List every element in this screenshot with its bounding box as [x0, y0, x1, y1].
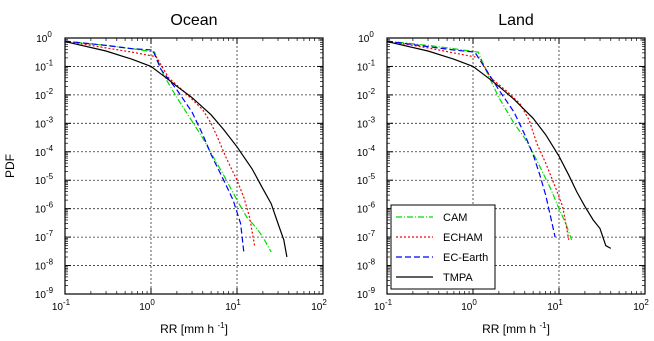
legend-label: TMPA [443, 272, 473, 284]
y-tick-label: 10-9 [357, 286, 376, 301]
series-line-cam [386, 40, 573, 241]
chart-panel-ocean: 10-1 100 101 102 10-9 10-8 10-7 10-6 10-5 10-4 10-… [3, 12, 327, 336]
y-tick-label: 10-1 [357, 58, 376, 73]
x-tick-label: 101 [547, 298, 563, 313]
y-tick-label: 10-6 [357, 201, 376, 216]
series-line-ec-earth [64, 40, 245, 253]
x-tick-label: 102 [311, 298, 327, 313]
y-tick-label: 10-1 [35, 58, 54, 73]
chart-title: Ocean [170, 12, 217, 29]
legend-label: CAM [443, 212, 467, 224]
series-line-cam [64, 40, 272, 253]
legend: CAM ECHAM EC-Earth TMPA [390, 204, 496, 290]
series-line-tmpa [386, 41, 612, 249]
y-tick-label: 10-8 [35, 258, 54, 273]
y-tick-label: 10-5 [357, 172, 376, 187]
y-tick-label: 10-4 [357, 144, 376, 159]
y-axis-label: PDF [3, 154, 17, 178]
x-tick-label: 102 [633, 298, 649, 313]
y-tick-label: 10-9 [35, 286, 54, 301]
series-line-tmpa [64, 41, 288, 258]
y-tick-label: 10-3 [357, 115, 376, 130]
y-tick-label: 10-3 [35, 115, 54, 130]
chart-panel-land: 10-1 100 101 102 10-9 10-8 10-7 10-6 10-5 10-4 10-… [357, 12, 649, 336]
x-axis-label: RR [mm h -1] [160, 321, 228, 336]
x-tick-label: 10-1 [52, 298, 71, 313]
legend-box [390, 204, 496, 290]
x-tick-label: 10-1 [374, 298, 393, 313]
series-line-ec-earth [386, 40, 556, 238]
legend-label: EC-Earth [443, 252, 488, 264]
x-axis-label: RR [mm h -1] [482, 321, 550, 336]
x-tick-label: 101 [225, 298, 241, 313]
chart-title: Land [498, 12, 534, 29]
y-tick-label: 10-7 [357, 229, 376, 244]
y-tick-label: 10-4 [35, 144, 54, 159]
y-tick-label: 10-6 [35, 201, 54, 216]
series-line-echam [386, 40, 570, 241]
legend-label: ECHAM [443, 232, 483, 244]
y-tick-label: 10-7 [35, 229, 54, 244]
x-tick-label: 100 [139, 298, 155, 313]
x-tick-label: 100 [461, 298, 477, 313]
y-tick-label: 10-2 [35, 87, 54, 102]
y-tick-label: 10-8 [357, 258, 376, 273]
series-line-echam [64, 40, 256, 246]
y-tick-label: 10-2 [357, 87, 376, 102]
y-tick-label: 100 [358, 30, 374, 45]
plot-frame [64, 37, 324, 295]
plot-frame [386, 37, 646, 295]
y-tick-label: 10-5 [35, 172, 54, 187]
y-tick-label: 100 [36, 30, 52, 45]
